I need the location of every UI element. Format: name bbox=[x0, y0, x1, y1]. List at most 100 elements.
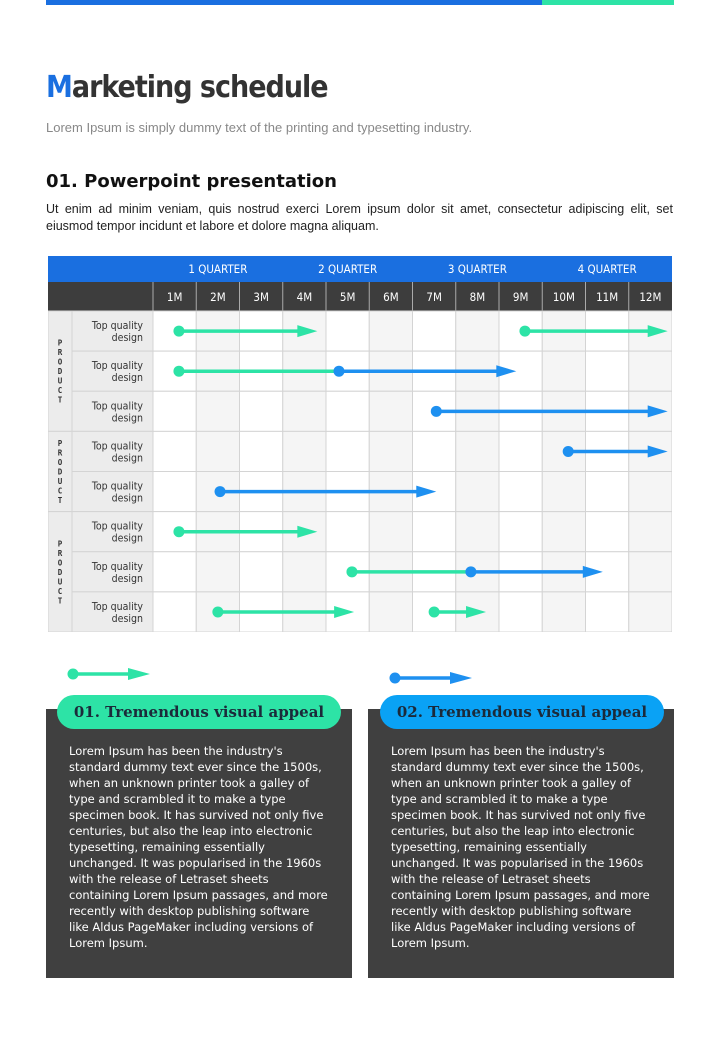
schedule-cell bbox=[368, 430, 413, 472]
row-label: Top quality design bbox=[91, 561, 143, 585]
row-label: Top quality design bbox=[91, 521, 143, 545]
schedule-cell bbox=[282, 551, 327, 593]
schedule-cell bbox=[239, 551, 284, 593]
month-label: 9M bbox=[513, 290, 529, 304]
blue-timeline-arrow bbox=[214, 485, 437, 498]
row-label: Top quality design bbox=[91, 481, 143, 505]
row-label: Top quality design bbox=[91, 400, 143, 424]
green-timeline-arrow bbox=[428, 605, 487, 618]
schedule-cell bbox=[368, 591, 413, 632]
schedule-cell bbox=[195, 390, 240, 432]
page-subtitle: Lorem Ipsum is simply dummy text of the … bbox=[46, 120, 473, 135]
quarter-label: 4 QUARTER bbox=[578, 262, 637, 276]
group-cell bbox=[48, 430, 73, 513]
green-timeline-arrow bbox=[173, 365, 339, 377]
schedule-cell bbox=[239, 430, 284, 472]
month-header bbox=[48, 282, 672, 311]
month-label: 11M bbox=[596, 290, 618, 304]
card-1-title: 01. Tremendous visual appeal bbox=[57, 695, 341, 729]
schedule-cell bbox=[498, 511, 543, 553]
schedule-cell bbox=[541, 591, 586, 632]
blue-timeline-arrow bbox=[562, 445, 668, 458]
row-label-cell bbox=[71, 310, 154, 352]
schedule-cell bbox=[325, 310, 370, 352]
quarter-label: 1 QUARTER bbox=[188, 262, 247, 276]
green-arrow-icon bbox=[67, 668, 150, 680]
schedule-cell bbox=[368, 310, 413, 352]
quarter-header bbox=[48, 256, 672, 282]
row-label: Top quality design bbox=[91, 360, 143, 384]
schedule-cell bbox=[195, 551, 240, 593]
month-label: 4M bbox=[297, 290, 313, 304]
schedule-cell bbox=[455, 430, 500, 472]
schedule-cell bbox=[368, 511, 413, 553]
info-card-1: Lorem Ipsum has been the industry's stan… bbox=[46, 709, 352, 978]
schedule-cell bbox=[585, 350, 630, 392]
schedule-cell bbox=[585, 511, 630, 553]
schedule-cell bbox=[325, 390, 370, 432]
info-card-2: Lorem Ipsum has been the industry's stan… bbox=[368, 709, 674, 978]
row-label-cell bbox=[71, 511, 154, 553]
schedule-cell bbox=[455, 310, 500, 352]
schedule-cell bbox=[541, 350, 586, 392]
blue-arrow-icon bbox=[389, 672, 472, 684]
schedule-cell bbox=[152, 551, 197, 593]
schedule-cell bbox=[628, 511, 672, 553]
green-timeline-arrow bbox=[346, 566, 471, 578]
month-label: 5M bbox=[340, 290, 356, 304]
row-label: Top quality design bbox=[91, 601, 143, 625]
schedule-cell bbox=[498, 591, 543, 632]
schedule-cell bbox=[541, 471, 586, 513]
schedule-cell bbox=[152, 591, 197, 632]
month-label: 2M bbox=[210, 290, 226, 304]
row-label-cell bbox=[71, 350, 154, 392]
schedule-cell bbox=[498, 471, 543, 513]
schedule-cell bbox=[455, 471, 500, 513]
month-label: 3M bbox=[253, 290, 269, 304]
schedule-table: 1 QUARTER 2 QUARTER 3 QUARTER 4 QUARTER 1M 2M… bbox=[48, 256, 672, 632]
green-timeline-arrow bbox=[173, 325, 318, 338]
green-timeline-arrow bbox=[519, 325, 668, 338]
row-label-cell bbox=[71, 471, 154, 513]
month-label: 1M bbox=[167, 290, 183, 304]
group-cell bbox=[48, 511, 73, 632]
month-label: 10M bbox=[553, 290, 575, 304]
schedule-cell bbox=[628, 471, 672, 513]
blue-timeline-arrow bbox=[333, 365, 517, 378]
green-timeline-arrow bbox=[173, 525, 318, 538]
schedule-cell bbox=[628, 350, 672, 392]
schedule-cell bbox=[195, 430, 240, 472]
month-label: 12M bbox=[639, 290, 661, 304]
card-2-title: 02. Tremendous visual appeal bbox=[380, 695, 664, 729]
schedule-cell bbox=[152, 430, 197, 472]
row-label-cell bbox=[71, 390, 154, 432]
section-text: Ut enim ad minim veniam, quis nostrud ex… bbox=[46, 202, 673, 233]
schedule-cell bbox=[152, 390, 197, 432]
schedule-cell bbox=[498, 430, 543, 472]
schedule-cell bbox=[412, 511, 457, 553]
row-label-cell bbox=[71, 551, 154, 593]
schedule-cell bbox=[282, 390, 327, 432]
schedule-cell bbox=[412, 310, 457, 352]
row-label-cell bbox=[71, 591, 154, 632]
month-label: 8M bbox=[470, 290, 486, 304]
section-title: 01. Powerpoint presentation bbox=[46, 171, 337, 192]
schedule-cell bbox=[628, 551, 672, 593]
row-label: Top quality design bbox=[91, 440, 143, 464]
blue-timeline-arrow bbox=[430, 405, 668, 418]
schedule-cell bbox=[239, 390, 284, 432]
schedule-cell bbox=[325, 430, 370, 472]
schedule-cell bbox=[585, 591, 630, 632]
schedule-cell bbox=[368, 390, 413, 432]
blue-timeline-arrow bbox=[465, 565, 603, 578]
schedule-cell bbox=[412, 430, 457, 472]
quarter-label: 2 QUARTER bbox=[318, 262, 377, 276]
schedule-cell bbox=[282, 430, 327, 472]
schedule-cell bbox=[325, 511, 370, 553]
schedule-cell bbox=[541, 511, 586, 553]
schedule-cell bbox=[455, 511, 500, 553]
schedule-cell bbox=[628, 591, 672, 632]
